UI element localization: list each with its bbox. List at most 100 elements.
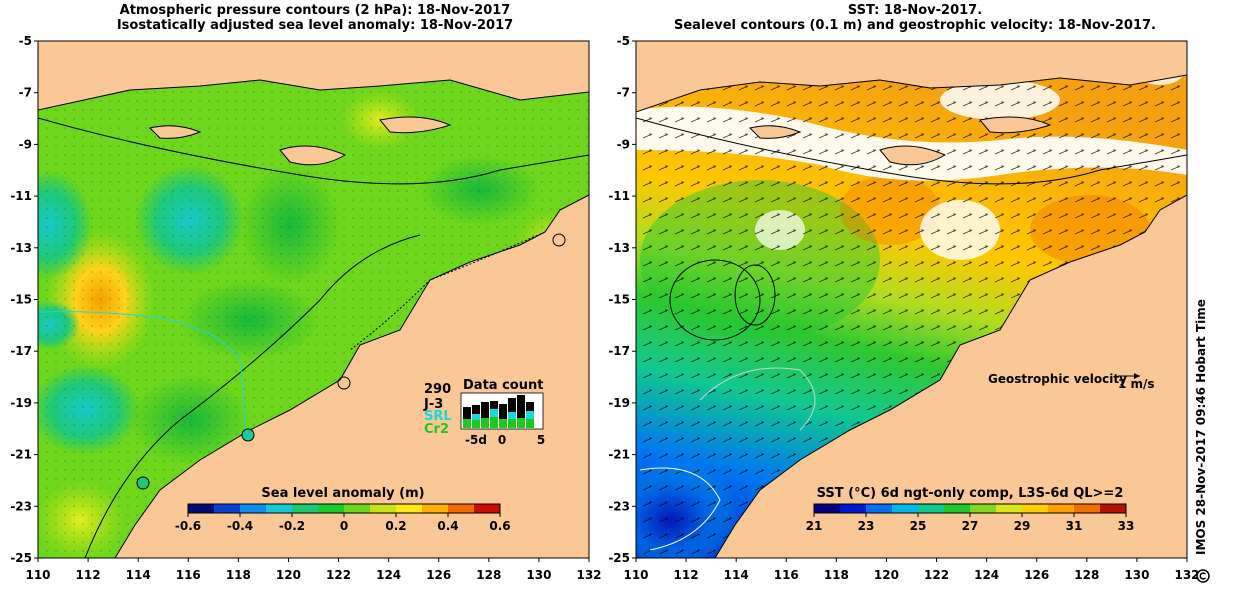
left-x-tick-label: 110 [25,568,50,582]
right-colorbar-segment [1022,504,1049,513]
right-colorbar-tick-label: 31 [1066,519,1083,533]
left-y-tick-label: -11 [10,189,32,203]
left-colorbar-segment [396,504,423,513]
right-colorbar-segment [866,504,893,513]
data-count-title: Data count [463,378,543,393]
left-colorbar-segment [292,504,319,513]
right-x-tick-label: 120 [874,568,899,582]
left-y-tick-label: -7 [19,86,32,100]
right-colorbar-segment [996,504,1023,513]
right-colorbar [813,503,1127,514]
right-panel-title: SST: 18-Nov-2017. Sealevel contours (0.1… [635,3,1195,33]
left-colorbar-tick-label: -0.2 [279,519,305,533]
left-title-line1: Atmospheric pressure contours (2 hPa): 1… [119,3,511,18]
right-title-line2: Sealevel contours (0.1 m) and geostrophi… [674,18,1156,33]
left-colorbar-segment [344,504,371,513]
right-x-tick-label: 126 [1024,568,1049,582]
left-colorbar-label: Sea level anomaly (m) [261,486,424,501]
right-colorbar-ticks: 21 23 25 27 29 31 33 [806,513,1135,533]
left-colorbar-segment [214,504,241,513]
left-x-tick-label: 130 [526,568,551,582]
right-colorbar-segment [814,504,841,513]
right-colorbar-segment [918,504,945,513]
right-colorbar-segment [1074,504,1101,513]
left-x-tick-label: 124 [376,568,401,582]
left-colorbar-segment [370,504,397,513]
right-x-tick-label: 118 [824,568,849,582]
left-y-tick-label: -23 [10,499,32,513]
right-x-axis-ticks: 110 112 114 116 118 120 122 124 126 128 130 132 [623,558,1200,582]
tide-gauge-marker [136,476,150,490]
right-y-tick-label: -11 [608,189,630,203]
left-title-line2: Isostatically adjusted sea level anomaly… [116,18,514,33]
right-colorbar-tick-label: 23 [858,519,875,533]
left-colorbar-segment [448,504,475,513]
right-x-tick-label: 130 [1124,568,1149,582]
data-count-inset: 290 Data count J-3 SRL Cr2 -5d 0 5 [423,378,545,447]
left-x-tick-label: 122 [326,568,351,582]
right-y-tick-label: -7 [617,86,630,100]
right-x-tick-label: 132 [1174,568,1199,582]
right-map [635,40,1188,559]
right-colorbar-segment [970,504,997,513]
left-colorbar-tick-label: 0.4 [437,519,458,533]
tide-gauge-marker [337,376,351,390]
left-colorbar-segment [188,504,215,513]
left-x-tick-label: 116 [176,568,201,582]
left-x-tick-label: 128 [476,568,501,582]
right-colorbar-segment [840,504,867,513]
mission-label-j3: J-3 [423,397,443,412]
right-colorbar-segment [892,504,919,513]
tide-gauge-marker [241,428,255,442]
left-panel-title: Atmospheric pressure contours (2 hPa): 1… [40,3,590,33]
data-count-tick-mid: 0 [498,433,506,447]
left-y-tick-label: -9 [19,137,32,151]
data-count-total: 290 [424,382,451,397]
right-x-tick-label: 110 [623,568,648,582]
right-x-tick-label: 128 [1074,568,1099,582]
left-x-tick-label: 126 [426,568,451,582]
right-colorbar-tick-label: 25 [910,519,927,533]
left-colorbar-segment [422,504,449,513]
left-colorbar-ticks: -0.6 -0.4 -0.2 0 0.2 0.4 0.6 [175,513,511,533]
left-y-tick-label: -5 [19,34,32,48]
left-y-tick-label: -25 [10,551,32,565]
right-colorbar-segment [944,504,971,513]
right-colorbar-tick-label: 27 [962,519,979,533]
velocity-legend: Geostrophic velocity 1 m/s [988,372,1155,391]
left-colorbar-tick-label: 0 [340,519,348,533]
left-y-tick-label: -21 [10,448,32,462]
mission-label-srl: SRL [424,409,452,424]
right-colorbar-segment [1100,504,1127,513]
left-x-axis-ticks: 110 112 114 116 118 120 122 124 126 128 130 132 [25,558,602,582]
right-colorbar-tick-label: 33 [1118,519,1135,533]
imos-credit-text: IMOS 28-Nov-2017 09:46 Hobart Time [1194,299,1208,555]
right-y-axis-ticks: -5 -7 -9 -11 -13 -15 -17 -19 -21 -23 -25 [608,34,636,565]
copyright-icon [1193,566,1213,586]
right-x-tick-label: 122 [924,568,949,582]
right-colorbar-tick-label: 29 [1014,519,1031,533]
right-y-tick-label: -21 [608,448,630,462]
data-count-tick-left: -5d [465,433,487,447]
right-x-tick-label: 124 [974,568,999,582]
left-colorbar-segment [266,504,293,513]
sla-anomaly-patches [38,41,589,558]
left-colorbar-tick-label: -0.4 [227,519,253,533]
right-y-tick-label: -15 [608,293,630,307]
mission-label-cr2: Cr2 [424,422,449,437]
right-colorbar-tick-label: 21 [806,519,823,533]
left-x-tick-label: 120 [276,568,301,582]
right-x-tick-label: 114 [724,568,749,582]
right-x-tick-label: 116 [774,568,799,582]
left-colorbar-segment [318,504,345,513]
right-y-tick-label: -19 [608,396,630,410]
left-x-tick-label: 114 [126,568,151,582]
left-colorbar-tick-label: 0.2 [385,519,406,533]
right-x-tick-label: 112 [674,568,699,582]
left-x-tick-label: 112 [76,568,101,582]
right-y-tick-label: -17 [608,344,630,358]
left-y-tick-label: -19 [10,396,32,410]
velocity-legend-label: Geostrophic velocity [988,372,1127,386]
sst-patches [636,41,1187,558]
